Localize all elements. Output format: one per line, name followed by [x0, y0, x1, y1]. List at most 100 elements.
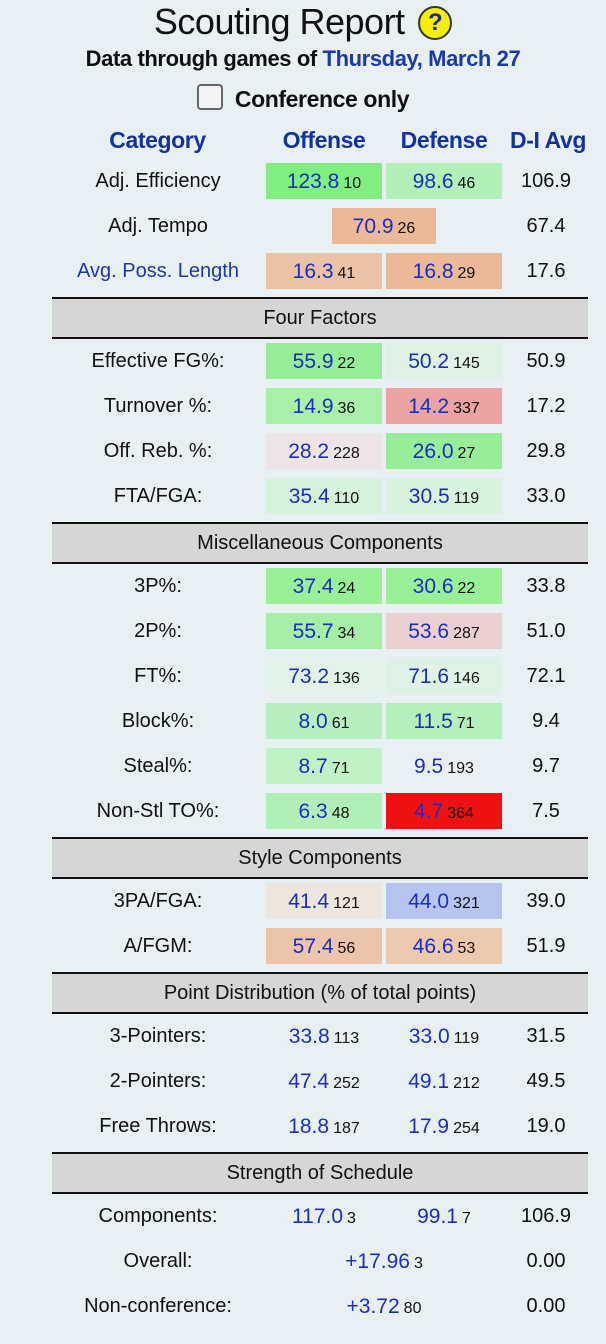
row-label: Overall:	[123, 1250, 193, 1272]
d1-average: 72.1	[526, 665, 566, 687]
table-row: Effective FG%: 55.9 22 50.2 145 50.9	[0, 339, 606, 384]
span-value-cell: 70.9 26	[332, 208, 436, 244]
stat-rank: 24	[337, 580, 356, 597]
d1-average: 51.9	[526, 935, 566, 957]
stat-value: 55.7	[292, 620, 334, 643]
row-label: Adj. Efficiency	[95, 170, 221, 192]
row-label: FT%:	[134, 665, 182, 687]
stat-value: 98.6	[412, 170, 454, 193]
section-header: Strength of Schedule	[52, 1152, 588, 1194]
stat-value: 49.1	[408, 1070, 450, 1093]
row-label: Non-conference:	[84, 1295, 232, 1317]
stat-value: 28.2	[288, 440, 330, 463]
row-label: Adj. Tempo	[108, 215, 208, 237]
off-value-cell: 35.4 110	[266, 478, 382, 514]
stat-value: 11.5	[413, 710, 453, 733]
column-header-avg[interactable]: D-I Avg	[510, 127, 586, 153]
stat-rank: 7	[461, 1210, 471, 1227]
stat-value: 70.9	[352, 215, 394, 238]
stat-value: 4.7	[414, 800, 444, 823]
span-value-cell: +17.96 3	[266, 1243, 502, 1279]
row-label[interactable]: Avg. Poss. Length	[77, 260, 239, 282]
def-value-cell: 30.5 119	[386, 478, 502, 514]
row-label: Effective FG%:	[91, 350, 225, 372]
def-value-cell: 4.7 364	[386, 793, 502, 829]
off-value-cell: 47.4 252	[266, 1063, 382, 1099]
d1-average: 33.8	[526, 575, 566, 597]
stat-rank: 10	[343, 175, 362, 192]
stat-value: 9.5	[414, 755, 444, 778]
section-header: Style Components	[52, 837, 588, 879]
row-label: A/FGM:	[123, 935, 193, 957]
def-value-cell: 99.1 7	[386, 1198, 502, 1234]
stat-value: 55.9	[292, 350, 334, 373]
d1-average: 7.5	[532, 800, 560, 822]
table-row: FT%: 73.2 136 71.6 146 72.1	[0, 654, 606, 699]
d1-average: 9.4	[532, 710, 560, 732]
stat-rank: 3	[413, 1255, 423, 1272]
stat-rank: 193	[447, 760, 474, 777]
row-label: Steal%:	[123, 755, 193, 777]
stat-rank: 113	[333, 1030, 360, 1047]
d1-average: 51.0	[526, 620, 566, 642]
table-row: 3PA/FGA: 41.4 121 44.0 321 39.0	[0, 879, 606, 924]
d1-average: 67.4	[526, 215, 566, 237]
stat-rank: 228	[333, 445, 360, 462]
stat-rank: 121	[333, 895, 360, 912]
off-value-cell: 18.8 187	[266, 1108, 382, 1144]
stat-value: 71.6	[408, 665, 450, 688]
table-row: 2P%: 55.7 34 53.6 287 51.0	[0, 609, 606, 654]
stat-value: 73.2	[288, 665, 330, 688]
stat-rank: 41	[337, 265, 356, 282]
def-value-cell: 33.0 119	[386, 1018, 502, 1054]
d1-average: 0.00	[526, 1295, 566, 1317]
conference-only-checkbox[interactable]	[196, 84, 223, 110]
def-value-cell: 49.1 212	[386, 1063, 502, 1099]
section-header: Four Factors	[52, 297, 588, 339]
table-row: Avg. Poss. Length 16.3 41 16.8 29 17.6	[0, 249, 606, 294]
stat-rank: 254	[453, 1120, 480, 1137]
stat-rank: 364	[447, 805, 474, 822]
stat-value: 30.6	[412, 575, 454, 598]
off-value-cell: 8.7 71	[266, 748, 382, 784]
data-date-line: Data through games of Thursday, March 27	[0, 45, 606, 73]
stat-rank: 146	[453, 670, 480, 687]
stat-value: 57.4	[292, 935, 334, 958]
off-value-cell: 57.4 56	[266, 928, 382, 964]
d1-average: 106.9	[520, 170, 572, 192]
def-value-cell: 14.2 337	[386, 388, 502, 424]
help-icon[interactable]: ?	[418, 6, 453, 40]
stat-value: 46.6	[412, 935, 454, 958]
stat-value: 16.3	[292, 260, 334, 283]
stat-value: 6.3	[298, 800, 328, 823]
row-label: Off. Reb. %:	[103, 440, 213, 462]
table-row: 3P%: 37.4 24 30.6 22 33.8	[0, 564, 606, 609]
d1-average: 106.9	[520, 1205, 572, 1227]
stat-rank: 212	[453, 1075, 480, 1092]
stat-rank: 48	[331, 805, 350, 822]
d1-average: 0.00	[526, 1250, 566, 1272]
stat-rank: 71	[456, 715, 475, 732]
stat-rank: 22	[457, 580, 476, 597]
data-date-link[interactable]: Thursday, March 27	[322, 46, 521, 71]
def-value-cell: 98.6 46	[386, 163, 502, 199]
stat-rank: 252	[333, 1075, 360, 1092]
def-value-cell: 53.6 287	[386, 613, 502, 649]
column-header-offense[interactable]: Offense	[282, 127, 366, 153]
table-row: Components: 117.0 3 99.1 7 106.9	[0, 1194, 606, 1239]
stat-rank: 119	[453, 1030, 480, 1047]
off-value-cell: 8.0 61	[266, 703, 382, 739]
d1-average: 17.6	[526, 260, 566, 282]
table-row: 2-Pointers: 47.4 252 49.1 212 49.5	[0, 1059, 606, 1104]
table-row: FTA/FGA: 35.4 110 30.5 119 33.0	[0, 474, 606, 519]
column-header-category[interactable]: Category	[109, 127, 206, 153]
stat-value: 33.0	[408, 1025, 450, 1048]
title-text: Scouting Report	[153, 1, 405, 42]
conference-only-toggle[interactable]: Conference only	[0, 84, 606, 114]
column-header-defense[interactable]: Defense	[400, 127, 488, 153]
stat-value: 53.6	[408, 620, 450, 643]
table-row: Overall: +17.96 3 0.00	[0, 1239, 606, 1284]
def-value-cell: 46.6 53	[386, 928, 502, 964]
row-label: Block%:	[121, 710, 195, 732]
d1-average: 17.2	[526, 395, 566, 417]
